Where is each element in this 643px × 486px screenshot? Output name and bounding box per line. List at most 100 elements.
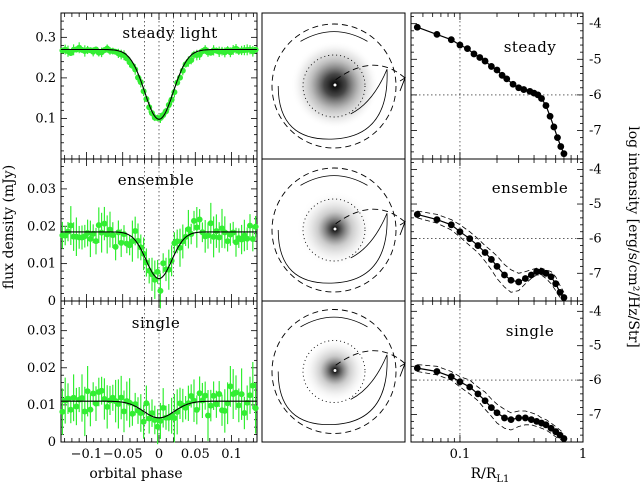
disk-radius-circle [302,54,366,118]
profile-point [515,414,523,422]
y-tick-label: -7 [589,266,602,281]
data-point [247,392,253,399]
data-point [87,406,94,413]
profile-point [542,102,550,109]
data-point [115,400,122,407]
data-point [241,409,248,416]
data-point [132,227,139,234]
profile-point [550,123,558,131]
profile-point [507,416,515,424]
profile-point [554,134,561,142]
profile-point [413,23,421,31]
data-point [249,235,256,242]
intensity-contour-top [300,31,368,42]
profile-point [547,273,555,281]
y-tick-label: 0.02 [27,361,56,376]
profile-point [509,80,517,88]
data-point [98,229,105,236]
intensity-contour-top [300,175,368,186]
data-point [107,226,113,233]
data-point [213,228,220,235]
data-points [59,202,259,309]
profile-panel-2: -4 -5 -6 -7 0.1 1 [410,300,602,462]
data-point [67,406,74,413]
data-point [160,260,167,267]
data-point [160,404,167,411]
profile-point [493,262,501,270]
x-tick-label: −0.05 [103,447,143,462]
profile-point [542,421,550,429]
data-point [151,276,158,283]
y-tick-label: -4 [589,304,602,319]
data-point [93,400,99,407]
data-point [90,390,97,397]
left-y-axis-label: flux density (mJy) [1,165,17,289]
profile-point [487,404,495,412]
data-point [207,220,214,227]
profile-point [556,288,564,296]
data-point [149,271,155,278]
intensity-contour [277,354,388,425]
model-curve [61,400,257,419]
right-x-axis-label-sub: L1 [496,474,509,485]
data-point [252,223,259,230]
data-point [205,412,211,419]
profile-point [521,414,529,422]
profile-point [493,409,501,417]
right-y-axis-label: log intensity [erg/s/cm²/Hz/Str] [625,126,641,348]
profile-point [487,63,495,70]
profile-point [552,280,560,288]
white-dwarf-marker [332,226,338,232]
panel-title-single-right: single [506,322,554,340]
profile-point [447,373,455,381]
lightcurve-panel-1: 0 0.01 0.02 0.03 [27,158,259,309]
disk-radius-circle [302,198,366,262]
single-map [261,300,406,443]
y-tick-label: 0.02 [27,219,56,234]
eclipse-maps [261,12,406,443]
ensemble-map [261,158,406,302]
data-point [84,388,91,395]
intensity-contour-top [300,316,368,328]
data-point [182,404,189,411]
lightcurve-panels: 0.1 0.2 0.3 0 0.01 0.02 0.03 0 0.01 0.02 0.03 −0.1−… [27,12,259,462]
profile-point [546,112,554,120]
profile-point [456,41,464,49]
data-point [171,415,178,422]
data-point [238,391,245,398]
profile-point [447,36,455,44]
profile-point [560,294,568,301]
data-point [165,266,172,273]
y-tick-label: 0.3 [35,30,56,45]
y-tick-label: 0.1 [35,111,56,126]
y-tick-label: -6 [589,232,602,247]
x-tick-label: 0.05 [181,447,210,462]
data-point [93,238,99,245]
profile-point [447,221,455,229]
data-point [193,224,200,231]
profile-point [474,242,482,249]
y-tick-label: -6 [589,373,602,388]
profile-point [542,269,550,277]
y-tick-label: -4 [589,17,602,32]
data-point [121,408,127,415]
x-tick-label: 0 [155,447,163,462]
panel-title-steady-light: steady light [122,24,217,42]
profile-point [547,424,555,432]
data-point [196,216,203,223]
data-point [205,232,211,239]
data-point [196,390,203,397]
data-point [154,423,161,430]
profile-point [487,256,495,263]
steady-map [261,12,406,160]
profile-point [493,66,501,74]
profile-point [527,416,535,424]
white-dwarf-marker [332,82,338,88]
white-dwarf-marker [332,368,338,373]
left-x-axis-label: orbital phase [89,466,182,482]
right-x-axis-label-main: R/R [471,466,497,482]
profile-point [560,435,568,442]
profile-point [557,143,565,150]
profile-point [474,390,482,398]
data-point [70,394,77,401]
